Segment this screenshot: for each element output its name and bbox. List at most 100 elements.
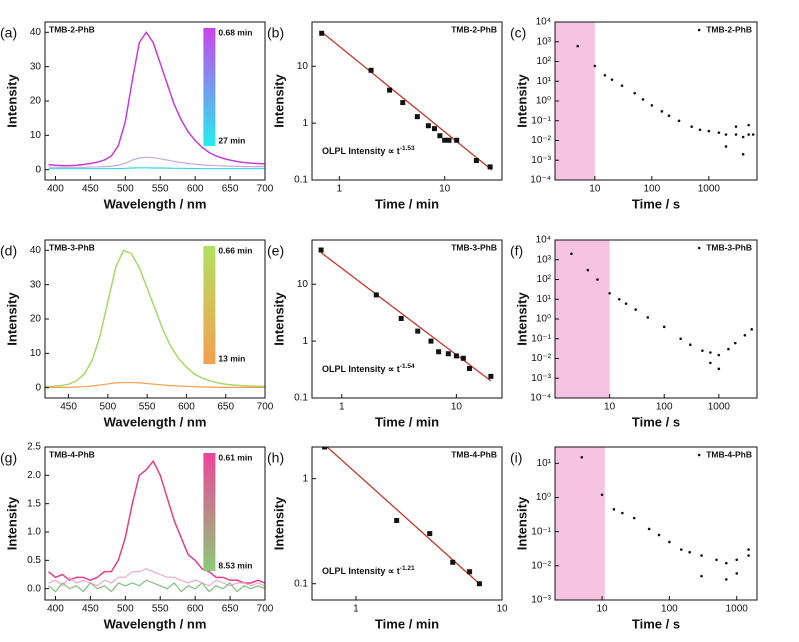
- legend-label: TMB-2-PhB: [706, 24, 752, 34]
- y-tick-label: 0.1: [294, 578, 308, 589]
- colorbar-bottom-label: 8.53 min: [218, 560, 252, 570]
- y-tick-label: 2.0: [27, 470, 41, 481]
- x-tick-label: 450: [60, 402, 77, 413]
- colorbar: [203, 28, 216, 146]
- data-point: [701, 349, 704, 352]
- data-point: [473, 158, 479, 164]
- data-point: [662, 325, 666, 329]
- x-tick-label: 450: [82, 604, 99, 615]
- data-point: [322, 447, 328, 450]
- data-point: [436, 349, 442, 355]
- x-tick-label: 400: [47, 604, 64, 615]
- x-axis-label: Wavelength / nm: [104, 414, 207, 429]
- data-point: [688, 550, 691, 554]
- y-axis-label: Intensity: [4, 74, 19, 128]
- y-tick-label: 10⁰: [536, 96, 551, 107]
- y-tick-label: 10¹: [537, 458, 552, 469]
- y-tick-label: 0.0: [27, 583, 41, 594]
- x-tick-label: 700: [257, 402, 274, 413]
- y-tick-label: 10: [297, 279, 309, 290]
- data-point: [446, 137, 452, 143]
- data-point: [634, 308, 637, 311]
- annotation: OLPL Intensity ∝ t-1.54: [322, 363, 415, 375]
- y-tick-label: 0: [35, 382, 41, 393]
- x-tick-label: 700: [257, 184, 274, 195]
- y-axis-label: Intensity: [514, 74, 529, 128]
- legend-marker: [697, 28, 701, 32]
- panel-tag: TMB-4-PhB: [451, 449, 497, 459]
- panel-letter: (g): [0, 450, 17, 466]
- spectrum-line: [48, 167, 265, 170]
- y-tick-label: 10⁰: [536, 492, 551, 503]
- y-tick-label: 10⁴: [536, 17, 551, 28]
- y-tick-label: 20: [30, 96, 42, 107]
- x-tick-label: 1: [353, 604, 359, 615]
- panel-letter: (d): [0, 243, 17, 259]
- y-axis-label: Intensity: [514, 496, 529, 550]
- plot-area: [322, 447, 482, 587]
- spectrum-line: [48, 156, 265, 168]
- y-tick-label: 40: [30, 27, 42, 38]
- plot-area: [555, 240, 754, 398]
- plot-frame: [44, 446, 266, 601]
- y-tick-label: 1: [302, 118, 308, 129]
- data-point: [394, 517, 400, 523]
- x-tick-label: 10: [439, 184, 451, 195]
- data-point: [747, 548, 750, 551]
- data-point: [488, 373, 494, 379]
- colorbar-top-label: 0.66 min: [218, 245, 252, 255]
- y-axis-label: Intensity: [4, 496, 19, 550]
- shaded-region: [555, 22, 595, 180]
- data-point: [400, 100, 406, 106]
- colorbar: [203, 453, 216, 571]
- y-tick-label: 1.5: [27, 498, 41, 509]
- x-tick-label: 100: [643, 184, 660, 195]
- legend-marker: [697, 453, 701, 457]
- spectrum-line: [48, 30, 265, 167]
- data-point: [476, 581, 482, 587]
- y-axis-label: Intensity: [271, 74, 286, 128]
- plot-area: [555, 447, 750, 600]
- data-point: [570, 252, 573, 256]
- data-point: [698, 128, 702, 132]
- panel-letter: (b): [267, 25, 284, 41]
- data-point: [428, 338, 434, 344]
- fit-line: [326, 447, 480, 585]
- plot-area: [48, 459, 265, 593]
- plot-frame: [44, 21, 266, 181]
- y-tick-label: 30: [30, 61, 42, 72]
- y-tick-label: 30: [30, 279, 42, 290]
- panel-tag: TMB-2-PhB: [49, 24, 95, 34]
- data-point: [603, 74, 607, 77]
- x-tick-label: 650: [222, 604, 239, 615]
- data-point: [668, 540, 671, 544]
- data-point: [368, 67, 374, 73]
- y-axis-label: Intensity: [271, 496, 286, 550]
- plot-area: [319, 30, 493, 171]
- data-point: [632, 516, 636, 520]
- plot-area: [555, 22, 755, 180]
- x-tick-label: 10: [589, 184, 601, 195]
- x-tick-label: 550: [152, 604, 169, 615]
- y-tick-label: 1: [302, 473, 308, 484]
- fit-line: [320, 252, 492, 382]
- x-tick-label: 600: [187, 184, 204, 195]
- data-point: [621, 511, 624, 515]
- x-tick-label: 700: [257, 604, 274, 615]
- x-tick-label: 100: [661, 604, 678, 615]
- legend-label: TMB-3-PhB: [706, 242, 752, 252]
- y-tick-label: 10⁻¹: [531, 333, 551, 344]
- y-tick-label: 0.5: [27, 555, 41, 566]
- x-tick-label: 10: [496, 604, 508, 615]
- plot-frame: [554, 21, 758, 181]
- data-point: [466, 366, 472, 372]
- y-tick-label: 10¹: [537, 76, 552, 87]
- data-point: [751, 133, 755, 136]
- data-point: [660, 110, 664, 113]
- data-point: [580, 455, 584, 459]
- data-point: [741, 135, 745, 139]
- y-tick-label: 10⁰: [536, 314, 551, 325]
- data-point: [724, 133, 728, 136]
- x-tick-label: 500: [117, 184, 134, 195]
- spectrum-line: [48, 579, 265, 593]
